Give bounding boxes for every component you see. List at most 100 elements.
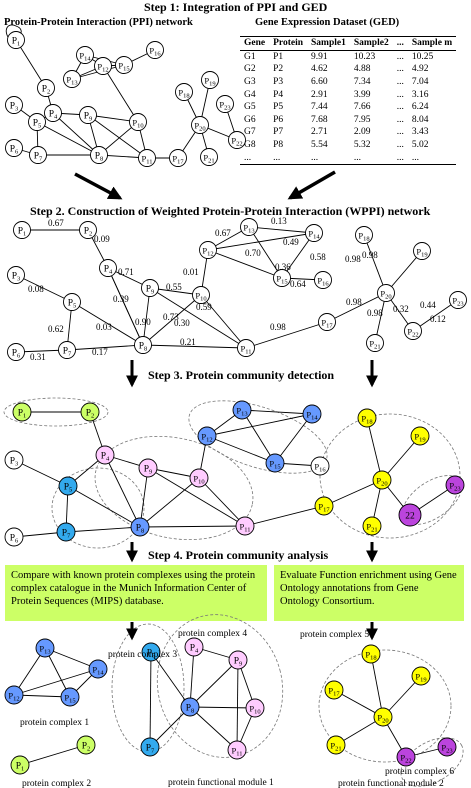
ppi-edge bbox=[36, 121, 100, 156]
flow-arrow-right bbox=[287, 170, 336, 200]
community-node-p12: P12 bbox=[197, 426, 217, 446]
svg-text:P3: P3 bbox=[12, 272, 21, 283]
wppi-edge bbox=[207, 249, 283, 279]
edge-weight-label: 0.39 bbox=[113, 294, 129, 304]
svg-text:P7: P7 bbox=[63, 347, 72, 358]
cell: ... bbox=[396, 127, 404, 138]
wppi-edge bbox=[149, 287, 247, 349]
wppi-edge bbox=[363, 234, 387, 294]
complex1-edge bbox=[44, 647, 99, 670]
wppi-edge bbox=[71, 301, 144, 346]
module1-node-p5: P5 bbox=[141, 642, 161, 662]
svg-text:P20: P20 bbox=[194, 121, 205, 133]
cell: 7.66 bbox=[353, 102, 371, 113]
label-protein-functional-module-2: protein functional module 2 bbox=[338, 778, 444, 788]
community-edge bbox=[65, 526, 141, 533]
community-hull-cyan bbox=[51, 467, 145, 549]
cell: ... bbox=[392, 151, 408, 165]
wppi-edge bbox=[248, 226, 283, 279]
svg-text:P19: P19 bbox=[415, 672, 426, 684]
complex1-node-p13: P13 bbox=[35, 638, 55, 658]
svg-text:P11: P11 bbox=[240, 522, 251, 534]
cell: 7.95 bbox=[353, 114, 371, 125]
module2-node-p20: P20 bbox=[373, 707, 393, 727]
svg-text:P20: P20 bbox=[376, 476, 387, 488]
edge-weight-label: 0.67 bbox=[48, 218, 64, 228]
cell: 2.91 bbox=[311, 89, 328, 100]
cell: G4 bbox=[244, 89, 256, 100]
svg-text:P13: P13 bbox=[243, 223, 254, 235]
cell: ... bbox=[307, 151, 350, 165]
edge-weight-label: 0.31 bbox=[30, 352, 46, 362]
cell: 5.54 bbox=[311, 140, 328, 151]
edge-weight-label: 0.67 bbox=[215, 228, 231, 238]
edge-weight-label: 0.13 bbox=[271, 216, 287, 226]
edge-weight-label: 0.08 bbox=[28, 284, 44, 294]
module1-edge bbox=[189, 706, 256, 709]
ppi-node-p7: P7 bbox=[29, 146, 47, 164]
svg-text:P20: P20 bbox=[377, 713, 388, 725]
wppi-node-p4: P4 bbox=[99, 259, 117, 277]
wppi-edge bbox=[207, 232, 315, 251]
community-edge bbox=[241, 409, 276, 464]
cell: G1 bbox=[244, 51, 256, 62]
cell: 7.68 bbox=[311, 114, 328, 125]
wppi-edge bbox=[326, 292, 387, 323]
cell: ... bbox=[407, 151, 457, 165]
edge-weight-label: 0.03 bbox=[96, 322, 112, 332]
svg-text:P4: P4 bbox=[101, 452, 110, 463]
wppi-node-p17: P17 bbox=[318, 313, 336, 331]
cell: ... bbox=[396, 77, 404, 88]
ppi-node-p2: P2 bbox=[37, 79, 55, 97]
svg-text:P23: P23 bbox=[449, 481, 460, 493]
ged-header: Sample2 bbox=[349, 36, 393, 51]
cell: 6.24 bbox=[411, 102, 429, 113]
ged-header: Protein bbox=[269, 36, 308, 51]
community-node-p8: P8 bbox=[130, 517, 150, 537]
label-protein-functional-module-1: protein functional module 1 bbox=[168, 777, 274, 788]
complex1-node-p14: P14 bbox=[88, 659, 108, 679]
svg-text:P11: P11 bbox=[142, 154, 153, 166]
svg-text:P18: P18 bbox=[361, 414, 372, 426]
mips-compare-box: Compare with known protein complexes usi… bbox=[5, 565, 267, 621]
svg-text:P21: P21 bbox=[203, 153, 214, 165]
module2-node-p22: P22 bbox=[396, 747, 416, 767]
svg-text:P18: P18 bbox=[365, 650, 376, 662]
svg-text:P8: P8 bbox=[136, 524, 145, 535]
community-node-p2: P2 bbox=[80, 402, 100, 422]
svg-text:P22: P22 bbox=[407, 327, 418, 339]
svg-text:P1: P1 bbox=[18, 227, 27, 238]
module2-node-p18: P18 bbox=[361, 644, 381, 664]
wppi-edge bbox=[281, 232, 315, 279]
ppi-node-p5: P5 bbox=[28, 113, 46, 131]
community-node-p21: P21 bbox=[362, 516, 382, 536]
ppi-node-p1: P1 bbox=[7, 31, 25, 49]
svg-text:P3: P3 bbox=[10, 102, 19, 113]
community-node-p10: P10 bbox=[189, 468, 209, 488]
cell: 10.25 bbox=[411, 51, 434, 62]
ppi-node-p17: P17 bbox=[169, 149, 187, 167]
edge-weight-label: 0.21 bbox=[180, 337, 196, 347]
ppi-node-p21: P21 bbox=[200, 148, 218, 166]
module1-edge bbox=[236, 659, 239, 751]
ppi-edge bbox=[15, 39, 47, 89]
svg-text:P2: P2 bbox=[42, 85, 51, 96]
community-edge bbox=[139, 525, 246, 528]
svg-text:P17: P17 bbox=[328, 686, 340, 698]
edge-weight-label: 0.01 bbox=[183, 267, 199, 277]
cell: 5.02 bbox=[411, 140, 429, 151]
svg-text:P15: P15 bbox=[276, 274, 287, 286]
ppi-node-p10: P10 bbox=[129, 113, 147, 131]
wppi-node-p23: P23 bbox=[449, 291, 467, 309]
svg-text:P4: P4 bbox=[104, 265, 113, 276]
cell: 6.60 bbox=[311, 77, 328, 88]
svg-text:P12: P12 bbox=[202, 246, 213, 258]
label-protein-complex-5: protein complex 5 bbox=[300, 630, 369, 640]
svg-text:P2: P2 bbox=[84, 227, 93, 238]
svg-text:P4: P4 bbox=[190, 644, 199, 655]
module2-edge bbox=[370, 653, 384, 718]
cell: G5 bbox=[244, 102, 256, 113]
step1-title: Step 1: Integration of PPI and GED bbox=[144, 0, 328, 14]
svg-text:P5: P5 bbox=[33, 119, 42, 130]
module2-node-p19: P19 bbox=[411, 666, 431, 686]
